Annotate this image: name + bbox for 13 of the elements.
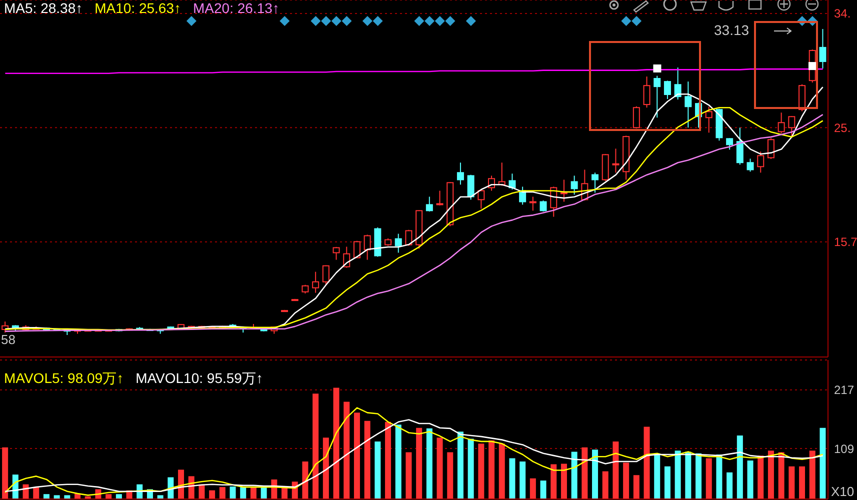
annotation: 33.13 bbox=[714, 22, 750, 38]
y-tick-label: 15.7 bbox=[834, 235, 857, 250]
y-tick-label: 25. bbox=[834, 120, 851, 135]
y-tick-label: 34. bbox=[834, 6, 851, 21]
y-tick-label: 109 bbox=[834, 442, 854, 456]
text: MAVOL10: 95.59万↑ bbox=[136, 370, 263, 388]
text: MA20: 26.13↑ bbox=[193, 0, 280, 16]
annotation: 58 bbox=[1, 332, 16, 347]
text: X10 bbox=[831, 484, 854, 499]
text: MAVOL5: 98.09万↑ bbox=[4, 370, 124, 388]
text: MA10: 25.63↑ bbox=[94, 0, 181, 16]
text: MA5: 28.38↑ bbox=[4, 0, 83, 16]
y-tick-label: 217 bbox=[834, 383, 854, 398]
